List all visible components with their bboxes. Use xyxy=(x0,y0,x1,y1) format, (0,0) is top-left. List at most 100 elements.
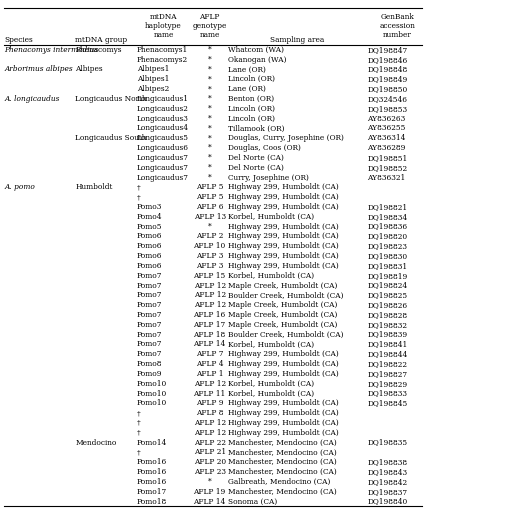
Text: AFLP 23: AFLP 23 xyxy=(193,468,225,476)
Text: Highway 299, Humboldt (CA): Highway 299, Humboldt (CA) xyxy=(228,183,338,191)
Text: Longicaudus1: Longicaudus1 xyxy=(136,95,188,103)
Text: AFLP 12: AFLP 12 xyxy=(193,301,225,309)
Text: DQ324546: DQ324546 xyxy=(366,95,406,103)
Text: DQ198825: DQ198825 xyxy=(366,291,407,299)
Text: Phenacomys intermedius: Phenacomys intermedius xyxy=(4,46,98,54)
Text: DQ198834: DQ198834 xyxy=(366,213,407,221)
Text: Sampling area: Sampling area xyxy=(270,36,324,44)
Text: Pomo16: Pomo16 xyxy=(136,468,166,476)
Text: Pomo7: Pomo7 xyxy=(136,341,162,349)
Text: *: * xyxy=(207,124,211,132)
Text: Curry, Josephine (OR): Curry, Josephine (OR) xyxy=(228,174,309,182)
Text: Phenacomys1: Phenacomys1 xyxy=(136,46,187,54)
Text: Manchester, Mendocino (CA): Manchester, Mendocino (CA) xyxy=(228,468,336,476)
Text: AFLP 10: AFLP 10 xyxy=(193,242,225,250)
Text: DQ198852: DQ198852 xyxy=(366,164,407,172)
Text: †: † xyxy=(136,183,140,191)
Text: Pomo14: Pomo14 xyxy=(136,439,166,446)
Text: AFLP 12: AFLP 12 xyxy=(193,380,225,388)
Text: Korbel, Humboldt (CA): Korbel, Humboldt (CA) xyxy=(228,272,314,280)
Text: mtDNA group: mtDNA group xyxy=(75,36,127,44)
Text: Del Norte (CA): Del Norte (CA) xyxy=(228,154,284,162)
Text: AFLP 19: AFLP 19 xyxy=(193,488,225,496)
Text: †: † xyxy=(136,193,140,201)
Text: Highway 299, Humboldt (CA): Highway 299, Humboldt (CA) xyxy=(228,350,338,358)
Text: *: * xyxy=(207,95,211,103)
Text: AFLP 14: AFLP 14 xyxy=(193,341,225,349)
Text: DQ198833: DQ198833 xyxy=(366,389,406,398)
Text: DQ198841: DQ198841 xyxy=(366,341,407,349)
Text: AY836289: AY836289 xyxy=(366,144,405,152)
Text: Albipes2: Albipes2 xyxy=(136,85,168,93)
Text: AFLP 2: AFLP 2 xyxy=(195,233,223,240)
Text: Pomo16: Pomo16 xyxy=(136,458,166,466)
Text: AFLP 7: AFLP 7 xyxy=(195,350,223,358)
Text: Galbreath, Mendocino (CA): Galbreath, Mendocino (CA) xyxy=(228,478,330,486)
Text: Longicaudus6: Longicaudus6 xyxy=(136,144,188,152)
Text: Highway 299, Humboldt (CA): Highway 299, Humboldt (CA) xyxy=(228,409,338,417)
Text: Arborimus albipes: Arborimus albipes xyxy=(4,66,73,73)
Text: Highway 299, Humboldt (CA): Highway 299, Humboldt (CA) xyxy=(228,419,338,427)
Text: †: † xyxy=(136,448,140,457)
Text: DQ198828: DQ198828 xyxy=(366,311,407,319)
Text: AFLP 12: AFLP 12 xyxy=(193,419,225,427)
Text: Pomo3: Pomo3 xyxy=(136,203,162,211)
Text: DQ198846: DQ198846 xyxy=(366,55,407,64)
Text: Korbel, Humboldt (CA): Korbel, Humboldt (CA) xyxy=(228,389,314,398)
Text: AFLP 8: AFLP 8 xyxy=(195,409,223,417)
Text: Douglas, Coos (OR): Douglas, Coos (OR) xyxy=(228,144,301,152)
Text: Pomo7: Pomo7 xyxy=(136,291,162,299)
Text: *: * xyxy=(207,164,211,172)
Text: †: † xyxy=(136,409,140,417)
Text: *: * xyxy=(207,478,211,486)
Text: AFLP 12: AFLP 12 xyxy=(193,291,225,299)
Text: Pomo7: Pomo7 xyxy=(136,301,162,309)
Text: Longicaudus South: Longicaudus South xyxy=(75,134,147,142)
Text: A. longicaudus: A. longicaudus xyxy=(4,95,60,103)
Text: Manchester, Mendocino (CA): Manchester, Mendocino (CA) xyxy=(228,458,336,466)
Text: Whatcom (WA): Whatcom (WA) xyxy=(228,46,284,54)
Text: AFLP 3: AFLP 3 xyxy=(195,252,223,260)
Text: DQ198830: DQ198830 xyxy=(366,252,407,260)
Text: AFLP 12: AFLP 12 xyxy=(193,281,225,290)
Text: AY836321: AY836321 xyxy=(366,174,405,182)
Text: *: * xyxy=(207,222,211,231)
Text: Sonoma (CA): Sonoma (CA) xyxy=(228,497,277,505)
Text: Maple Creek, Humboldt (CA): Maple Creek, Humboldt (CA) xyxy=(228,321,337,329)
Text: AY836255: AY836255 xyxy=(366,124,405,132)
Text: Manchester, Mendocino (CA): Manchester, Mendocino (CA) xyxy=(228,448,336,457)
Text: DQ198838: DQ198838 xyxy=(366,458,407,466)
Text: *: * xyxy=(207,46,211,54)
Text: Highway 299, Humboldt (CA): Highway 299, Humboldt (CA) xyxy=(228,242,338,250)
Text: Pomo5: Pomo5 xyxy=(136,222,162,231)
Text: Pomo6: Pomo6 xyxy=(136,262,162,270)
Text: Korbel, Humboldt (CA): Korbel, Humboldt (CA) xyxy=(228,341,314,349)
Text: Maple Creek, Humboldt (CA): Maple Creek, Humboldt (CA) xyxy=(228,281,337,290)
Text: DQ198845: DQ198845 xyxy=(366,400,407,407)
Text: AFLP 20: AFLP 20 xyxy=(193,458,225,466)
Text: Highway 299, Humboldt (CA): Highway 299, Humboldt (CA) xyxy=(228,203,338,211)
Text: DQ198821: DQ198821 xyxy=(366,203,407,211)
Text: AFLP 21: AFLP 21 xyxy=(193,448,225,457)
Text: Pomo7: Pomo7 xyxy=(136,350,162,358)
Text: Korbel, Humboldt (CA): Korbel, Humboldt (CA) xyxy=(228,213,314,221)
Text: DQ198835: DQ198835 xyxy=(366,439,407,446)
Text: Pomo4: Pomo4 xyxy=(136,213,162,221)
Text: DQ198827: DQ198827 xyxy=(366,370,407,378)
Text: Species: Species xyxy=(4,36,33,44)
Text: Phenacomys: Phenacomys xyxy=(75,46,122,54)
Text: Pomo7: Pomo7 xyxy=(136,331,162,338)
Text: Tillamook (OR): Tillamook (OR) xyxy=(228,124,285,132)
Text: DQ198823: DQ198823 xyxy=(366,242,406,250)
Text: DQ198848: DQ198848 xyxy=(366,66,407,73)
Text: Albipes1: Albipes1 xyxy=(136,75,168,83)
Text: DQ198840: DQ198840 xyxy=(366,497,407,505)
Text: DQ198819: DQ198819 xyxy=(366,272,407,280)
Text: AFLP 18: AFLP 18 xyxy=(193,331,225,338)
Text: Lane (OR): Lane (OR) xyxy=(228,66,266,73)
Text: Lincoln (OR): Lincoln (OR) xyxy=(228,75,275,83)
Text: DQ198842: DQ198842 xyxy=(366,478,407,486)
Text: AFLP 11: AFLP 11 xyxy=(193,389,225,398)
Text: Pomo7: Pomo7 xyxy=(136,281,162,290)
Text: AFLP 9: AFLP 9 xyxy=(195,400,223,407)
